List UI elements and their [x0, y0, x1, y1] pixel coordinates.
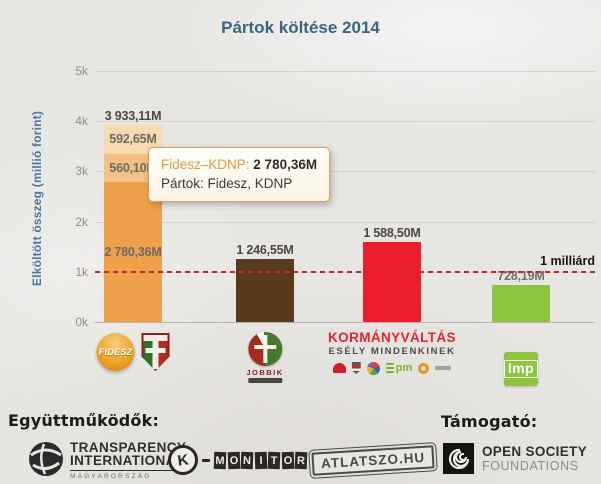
k-monitor-letter-tile: O: [281, 451, 294, 469]
egyutt-icon: [351, 362, 361, 374]
mszp-icon: [332, 363, 346, 373]
reference-line-label: 1 milliárd: [540, 253, 595, 268]
ti-line2: INTERNATIONAL: [70, 453, 185, 468]
bar-segment-Kormányváltás-0[interactable]: [363, 242, 421, 322]
y-tick-3k: 3k: [75, 164, 88, 179]
jobbik-logo-text: JOBBIK: [246, 368, 284, 377]
y-tick-0k: 0k: [75, 315, 88, 329]
y-tick-1k: 1k: [75, 264, 88, 279]
gridline-2k: [95, 221, 595, 223]
y-tick-5k: 5k: [75, 64, 88, 78]
k-monitor-letter-tile: O: [227, 451, 240, 469]
k-monitor-k-icon: K: [166, 443, 200, 477]
jobbik-cross-vertical: [263, 335, 267, 363]
liberalisok-icon: [418, 362, 430, 374]
y-tick-4k: 4k: [75, 114, 88, 129]
fidesz-logo: FIDESZ: [96, 333, 135, 371]
open-society-foundations-logo: OPEN SOCIETY FOUNDATIONS: [443, 443, 587, 474]
pm-logo-text: pm: [395, 362, 413, 374]
k-monitor-letter-tile: R: [294, 451, 308, 469]
kdnp-banner: [143, 335, 168, 341]
pm-icon: pm: [385, 362, 413, 374]
tooltip-row-value: Fidesz–KDNP: 2 780,36M: [161, 155, 317, 174]
ti-globe-icon: [29, 442, 63, 476]
tooltip-parties: Pártok: Fidesz, KDNP: [161, 176, 293, 191]
k-monitor-letter-tile: I: [254, 451, 267, 469]
bar-segment-Jobbik-0[interactable]: [236, 259, 294, 322]
dk-icon: [366, 361, 380, 375]
osf-spiral-icon: [443, 443, 474, 474]
reference-line: [95, 270, 595, 273]
bar-segment-LMP-0[interactable]: [492, 285, 550, 322]
bar-total-label-Kormányváltás: 1 588,50M: [363, 226, 421, 241]
bar-total-label-Jobbik: 1 246,55M: [236, 243, 294, 258]
gridline-3k: [95, 171, 595, 173]
gridline-0k: [95, 322, 595, 323]
k-monitor-letter-tile: M: [213, 451, 227, 469]
k-monitor-letter-tile: N: [240, 451, 254, 469]
category-lmp: lmp: [503, 352, 539, 386]
category-fidesz-kdnp: FIDESZ: [96, 333, 170, 371]
osf-line1: OPEN SOCIETY: [482, 444, 587, 459]
kormanyvaltas-logo-text: KORMÁNYVÁLTÁS: [328, 330, 456, 345]
transparency-international-logo: TRANSPARENCY INTERNATIONAL MAGYARORSZÁG: [28, 440, 187, 480]
category-kormanyvaltas: KORMÁNYVÁLTÁS ESÉLY MINDENKINEK pm: [327, 330, 457, 375]
bar-total-label-LMP: 728,19M: [497, 269, 545, 284]
jobbik-logo: [248, 332, 282, 366]
ti-text: TRANSPARENCY INTERNATIONAL MAGYARORSZÁG: [70, 440, 187, 480]
segment-value-label: 592,65M: [109, 132, 157, 147]
ti-line1: TRANSPARENCY: [70, 440, 187, 455]
osf-line2: FOUNDATIONS: [482, 459, 579, 473]
lmp-logo-text: lmp: [503, 360, 539, 378]
partners-heading: Együttműködők:: [8, 411, 160, 430]
segment-value-label: 560,10M: [109, 161, 157, 176]
pm-leaf-icon: [385, 362, 394, 374]
kdnp-cross-vertical: [152, 341, 159, 369]
chart-title: Pártok költése 2014: [221, 18, 380, 37]
gridline-4k: [95, 121, 595, 123]
fidesz-logo-text: FIDESZ: [98, 347, 133, 357]
bar-segment-Fidesz–KDNP-0[interactable]: [104, 182, 162, 322]
kdnp-cross-horizontal: [145, 348, 166, 353]
y-tick-2k: 2k: [75, 214, 88, 229]
bar-total-label-Fidesz–KDNP: 3 933,11M: [104, 108, 162, 123]
tooltip-value: 2 780,36M: [253, 157, 318, 172]
osf-text: OPEN SOCIETY FOUNDATIONS: [482, 444, 587, 473]
segment-value-label: 2 780,36M: [104, 245, 162, 260]
k-monitor-dash: [202, 458, 210, 462]
jobbik-cross-horizontal: [254, 345, 276, 349]
jobbik-subtext-strip: [248, 378, 282, 383]
kormanyvaltas-slogan-text: ESÉLY MINDENKINEK: [328, 346, 456, 357]
kdnp-logo: [141, 333, 170, 371]
coalition-logos-row: pm: [327, 361, 457, 375]
lmp-logo: lmp: [503, 352, 539, 386]
liberalisok-subtext-strip: [435, 366, 452, 370]
tooltip-series-label: Fidesz–KDNP:: [161, 157, 250, 172]
k-monitor-letter-tile: T: [267, 451, 281, 469]
gridline-5k: [95, 71, 595, 72]
tooltip: Fidesz–KDNP: 2 780,36M Pártok: Fidesz, K…: [148, 147, 331, 202]
ti-country-text: MAGYARORSZÁG: [70, 473, 152, 480]
sponsor-heading: Támogató:: [441, 412, 538, 431]
category-jobbik: JOBBIK: [246, 332, 283, 383]
